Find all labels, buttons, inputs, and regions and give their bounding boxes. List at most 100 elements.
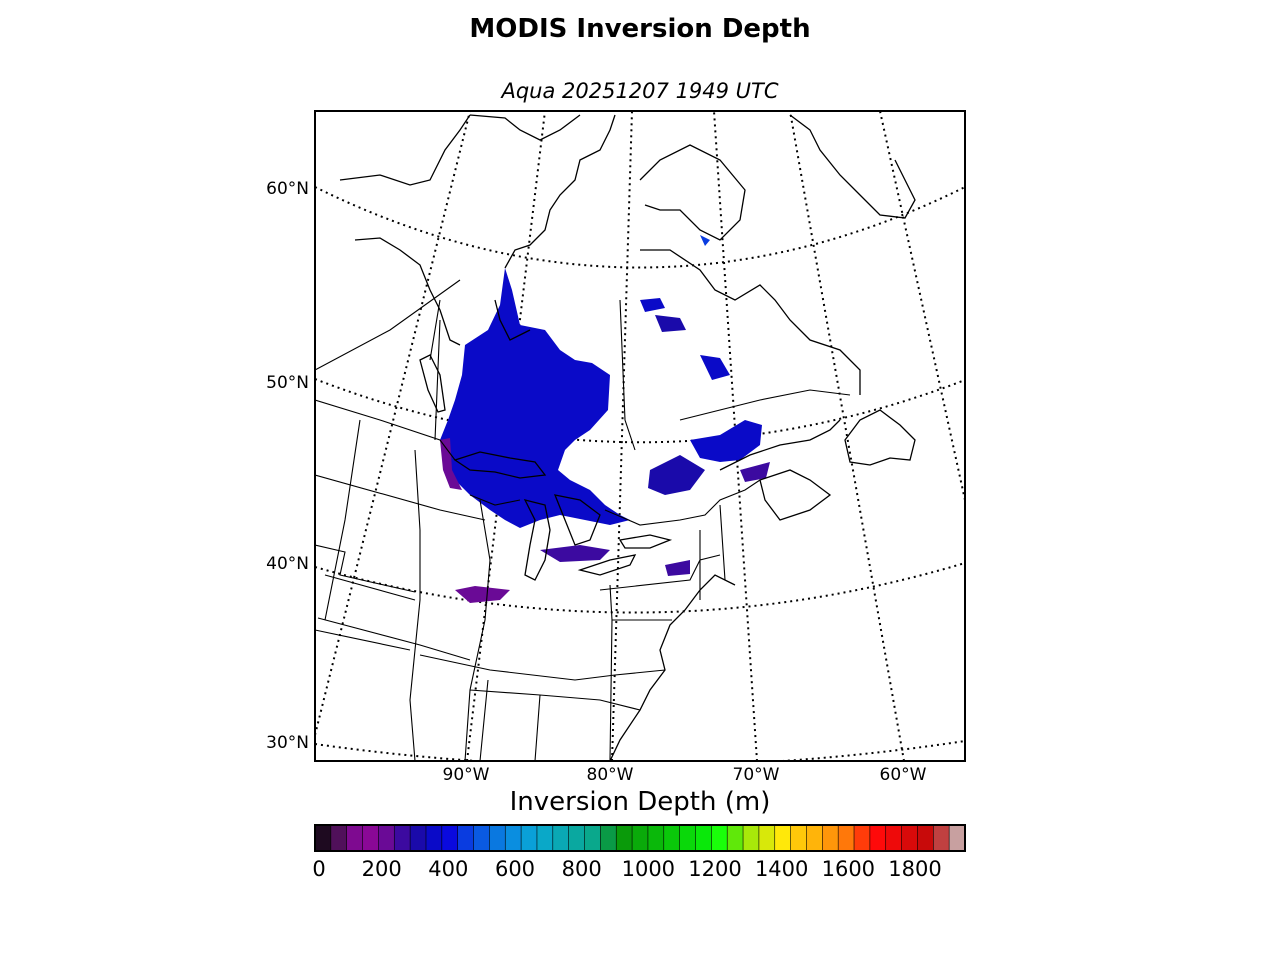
colorbar-label: Inversion Depth (m) xyxy=(509,787,771,817)
colorbar-bin xyxy=(425,825,443,851)
colorbar-tick-label: 800 xyxy=(562,857,602,881)
colorbar-bin xyxy=(362,825,380,851)
colorbar-bin xyxy=(394,825,411,851)
great-lakes-ontario xyxy=(618,534,673,549)
newfoundland xyxy=(844,409,916,466)
colorbar-bin xyxy=(727,825,744,851)
great-lakes-michigan xyxy=(523,499,551,581)
data-region-laurentian xyxy=(648,455,705,495)
hudson-bay-east xyxy=(504,114,616,269)
lat-line-50 xyxy=(315,378,965,444)
colorbar-bin xyxy=(790,825,808,851)
data-region-lakes xyxy=(540,545,610,562)
colorbar-bin xyxy=(838,825,855,851)
colorbar-tick-label: 200 xyxy=(362,857,402,881)
colorbar-tick-label: 1000 xyxy=(622,857,675,881)
coastlines xyxy=(339,114,916,761)
data-region-ne-small-2 xyxy=(640,298,665,312)
lon-line-60 xyxy=(789,111,905,761)
colorbar-bin xyxy=(584,825,601,851)
graticule xyxy=(315,111,965,761)
east-coast xyxy=(609,574,736,761)
colorbar-bin xyxy=(473,825,490,851)
lat-line-60 xyxy=(315,186,965,269)
colorbar-bin xyxy=(457,825,475,851)
data-region-quebec xyxy=(690,420,762,462)
colorbar-bin xyxy=(854,825,871,851)
map-frame xyxy=(314,110,966,762)
colorbar-bin xyxy=(663,825,681,851)
lon-label-90: 90°W xyxy=(443,765,490,785)
lon-labels: 90°W 80°W 70°W 60°W xyxy=(443,765,927,785)
maritimes xyxy=(759,469,832,521)
great-lakes-erie xyxy=(577,554,637,576)
colorbar-tick-label: 400 xyxy=(428,857,468,881)
colorbar-bin xyxy=(536,825,554,851)
data-region-ny xyxy=(665,560,690,576)
state-borders-west xyxy=(315,474,486,661)
great-lakes-superior xyxy=(453,451,547,479)
colorbar-tick-label: 1400 xyxy=(755,857,808,881)
map-area xyxy=(315,111,965,761)
colorbar-bin xyxy=(917,825,934,851)
colorbar-tick-label: 0 xyxy=(312,857,325,881)
colorbar-tick-label: 1800 xyxy=(888,857,941,881)
data-region-ne-small-1 xyxy=(700,355,730,380)
lat-label-50: 50°N xyxy=(266,373,309,393)
data-region-east-strip xyxy=(740,462,770,482)
colorbar-bin xyxy=(647,825,665,851)
colorbar-bin xyxy=(695,825,712,851)
lat-line-40 xyxy=(315,562,965,614)
lon-label-60: 60°W xyxy=(880,765,927,785)
colorbar-tick-label: 600 xyxy=(495,857,535,881)
james-bay xyxy=(494,299,531,341)
colorbar-bin xyxy=(632,825,649,851)
colorbar-frame xyxy=(314,824,966,852)
lat-labels: 60°N 50°N 40°N 30°N xyxy=(266,179,309,753)
colorbar-bin xyxy=(315,825,332,851)
hudson-bay-west xyxy=(354,237,461,346)
lon-label-80: 80°W xyxy=(587,765,634,785)
data-region-west-edge xyxy=(440,438,462,490)
inversion-data xyxy=(440,235,770,603)
colorbar-bin xyxy=(949,825,966,851)
lon-line-100 xyxy=(315,111,471,736)
colorbar-bin xyxy=(505,825,522,851)
figure-title: MODIS Inversion Depth xyxy=(469,14,811,44)
colorbar-bin xyxy=(885,825,903,851)
borders xyxy=(315,279,851,761)
hudson-bay-coast xyxy=(339,114,581,186)
colorbar-ticks: 0 200 400 600 800 1000 1200 1400 1600 1800 xyxy=(312,857,941,881)
data-region-main xyxy=(440,268,630,528)
lat-label-30: 30°N xyxy=(266,733,309,753)
colorbar-bin xyxy=(869,825,887,851)
colorbar-bin xyxy=(346,825,364,851)
colorbar-bin xyxy=(330,825,348,851)
colorbar-bin xyxy=(774,825,792,851)
us-canada-border xyxy=(315,399,761,526)
colorbar-bin xyxy=(489,825,506,851)
province-borders xyxy=(315,279,851,451)
colorbar-bin xyxy=(378,825,395,851)
lat-label-60: 60°N xyxy=(266,179,309,199)
colorbar-bin xyxy=(711,825,728,851)
colorbar-tick-label: 1200 xyxy=(688,857,741,881)
lat-line-30 xyxy=(315,740,965,761)
state-borders-central xyxy=(324,419,666,761)
state-borders-east xyxy=(599,504,726,761)
gulf-st-lawrence xyxy=(719,419,841,471)
colorbar-tick-label: 1600 xyxy=(822,857,875,881)
lon-label-70: 70°W xyxy=(733,765,780,785)
colorbar-bin xyxy=(822,825,839,851)
colorbar-bin xyxy=(679,825,697,851)
greenland xyxy=(789,114,916,219)
colorbar-bin xyxy=(521,825,538,851)
lat-label-40: 40°N xyxy=(266,554,309,574)
colorbar-bin xyxy=(758,825,776,851)
colorbar-bin xyxy=(806,825,823,851)
great-lakes-huron xyxy=(553,494,601,546)
colorbar-bin xyxy=(600,825,617,851)
colorbar-bin xyxy=(616,825,633,851)
lon-line-50 xyxy=(879,111,965,501)
